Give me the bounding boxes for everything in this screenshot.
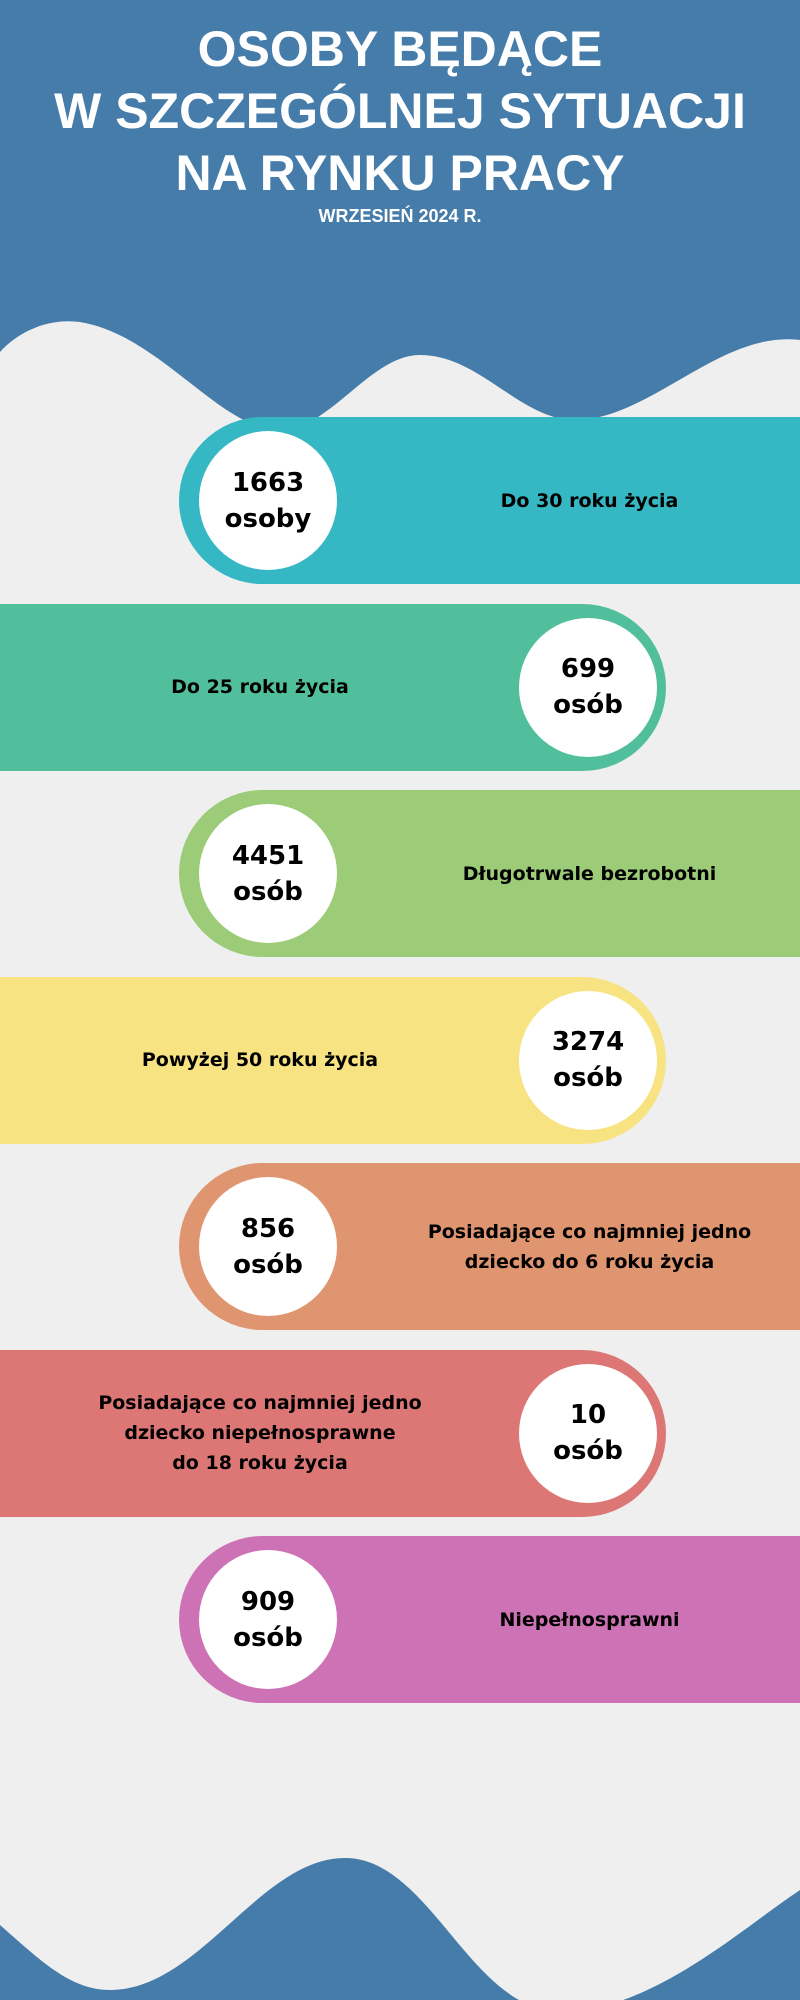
stat-label: Do 30 roku życia xyxy=(500,489,679,512)
stat-bar: 1663 osoby Do 30 roku życia xyxy=(179,417,800,584)
title-line: W SZCZEGÓLNEJ SYTUACJI xyxy=(54,83,746,139)
stat-unit: osób xyxy=(553,1436,623,1466)
stat-unit: osób xyxy=(233,1249,303,1280)
stat-label: Niepełnosprawni xyxy=(499,1608,680,1631)
stat-label: Powyżej 50 roku życia xyxy=(141,1049,379,1071)
top-wave xyxy=(0,0,800,430)
stat-number: 1663 xyxy=(231,467,305,498)
page-title: OSOBY BĘDĄCE W SZCZEGÓLNEJ SYTUACJI NA R… xyxy=(0,18,800,204)
stat-unit: osób xyxy=(233,876,303,907)
stat-number: 4451 xyxy=(231,840,305,871)
stat-bar: 909 osób Niepełnosprawni xyxy=(179,1536,800,1703)
stat-circle: 909 osób xyxy=(199,1550,337,1689)
stat-label: Do 25 roku życia xyxy=(171,676,349,698)
stat-circle: 1663 osoby xyxy=(199,431,337,570)
stat-number: 699 xyxy=(560,654,616,684)
stat-unit: osób xyxy=(233,1622,303,1653)
bottom-wave xyxy=(0,1858,800,2000)
stat-number: 3274 xyxy=(551,1027,625,1057)
stat-bar: 10 osób Posiadające co najmniej jedno dzie… xyxy=(0,1349,666,1517)
stat-unit: osób xyxy=(553,1063,623,1093)
stat-bar: 699 osób Do 25 roku życia xyxy=(0,603,666,771)
stat-circle: 699 osób xyxy=(519,617,657,757)
stat-unit: osoby xyxy=(224,503,312,534)
stat-circle: 4451 osób xyxy=(199,804,337,943)
stat-number: 856 xyxy=(240,1213,296,1244)
title-line: NA RYNKU PRACY xyxy=(175,145,625,201)
stat-circle: 3274 osób xyxy=(519,990,657,1130)
stat-label: Posiadające co najmniej jedno dziecko do… xyxy=(427,1220,752,1273)
stat-bar: 3274 osób Powyżej 50 roku życia xyxy=(0,976,666,1144)
stat-label: Posiadające co najmniej jedno dziecko ni… xyxy=(98,1392,422,1474)
title-line: OSOBY BĘDĄCE xyxy=(197,21,603,77)
stat-number: 909 xyxy=(240,1586,296,1617)
stat-bar: 4451 osób Długotrwale bezrobotni xyxy=(179,790,800,957)
stat-number: 10 xyxy=(569,1400,607,1430)
stat-bar: 856 osób Posiadające co najmniej jedno dzi… xyxy=(179,1163,800,1330)
stat-label: Długotrwale bezrobotni xyxy=(462,862,717,885)
stat-unit: osób xyxy=(553,690,623,720)
stat-circle: 856 osób xyxy=(199,1177,337,1316)
stat-circle: 10 osób xyxy=(519,1363,657,1503)
subtitle: WRZESIEŃ 2024 R. xyxy=(318,206,482,226)
